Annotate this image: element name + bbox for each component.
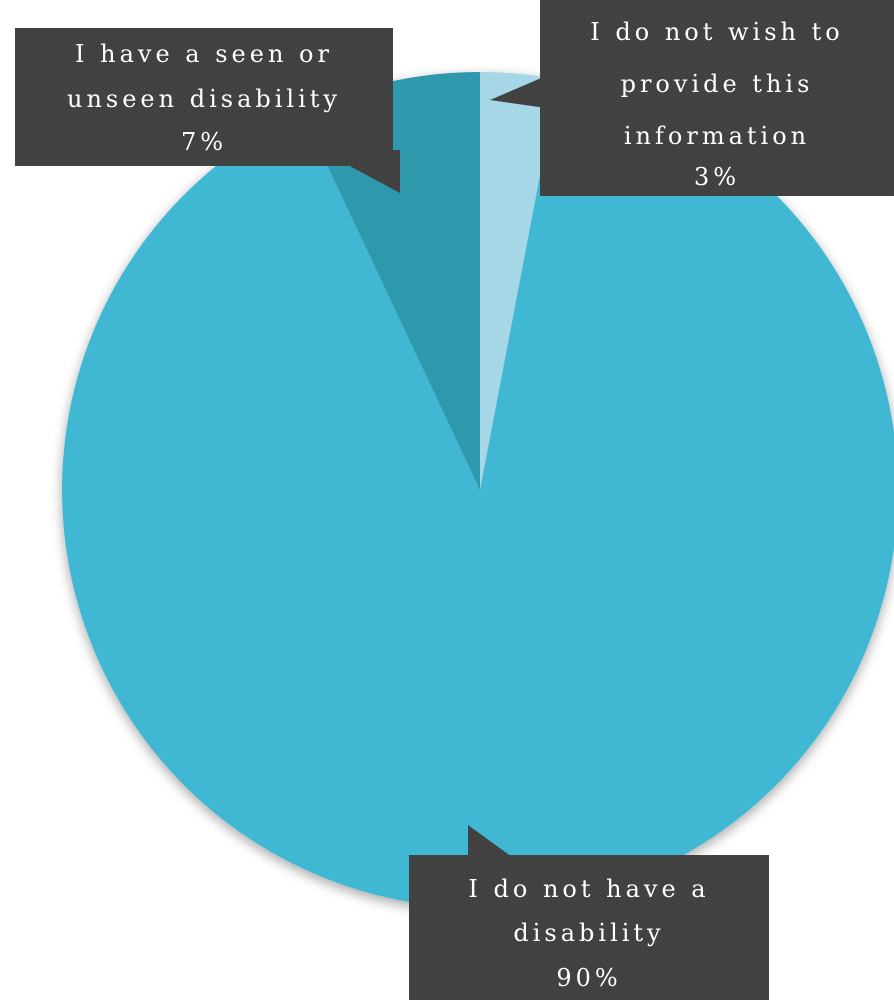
data-label-line: unseen disability [67, 85, 341, 113]
callout-i-have-a-seen-or-unseen-disability: I have a seen or unseen disability 7% [15, 28, 400, 193]
pie-slice-i-have-a-seen-or-unseen-disability [302, 72, 480, 490]
pie-slices [62, 72, 894, 908]
data-label-line: disability [513, 919, 664, 947]
callout-i-do-not-wish-to-provide-this-information: I do not wish to provide this information 3… [490, 0, 894, 196]
pie-callouts: I do not wish to provide this information 3… [15, 0, 894, 1000]
callout-box [409, 855, 769, 1000]
callout-i-do-not-have-a-disability: I do not have a disability 90% [409, 825, 769, 1000]
data-label-value: 7% [181, 128, 227, 156]
data-label-value: 90% [556, 964, 621, 992]
data-label-line: I do not have a [468, 875, 709, 903]
callout-box [540, 0, 894, 196]
data-label-value: 3% [694, 163, 740, 191]
callout-box [15, 28, 393, 166]
data-label-line: I do not wish to [590, 18, 843, 46]
data-label-line: provide this [621, 70, 814, 98]
pie-slice-i-do-not-wish-to-provide-this-information [480, 72, 559, 490]
data-label-line: I have a seen or [75, 40, 333, 68]
pie-slice-i-do-not-have-a-disability [62, 79, 894, 908]
data-label-line: information [624, 122, 810, 150]
